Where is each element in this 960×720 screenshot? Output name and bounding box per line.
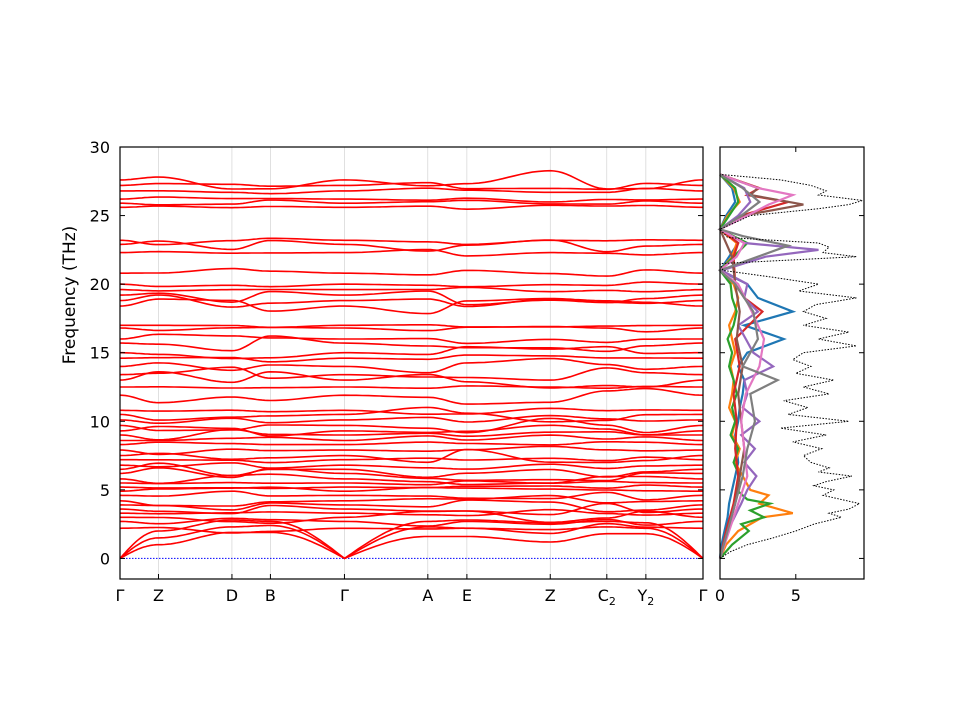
x-tick-label: Z — [545, 586, 556, 605]
optical-branch — [120, 237, 703, 246]
total-dos-curve — [719, 173, 863, 559]
optical-branch — [119, 297, 704, 315]
x-tick-label: D — [226, 586, 238, 605]
x-tick-label: B — [265, 586, 276, 605]
optical-branch — [119, 448, 703, 464]
optical-branch — [120, 286, 704, 293]
optical-branch — [120, 484, 703, 490]
optical-branch — [120, 434, 704, 442]
optical-branch — [120, 335, 703, 353]
optical-branch — [120, 187, 703, 195]
y-axis-label: Frequency (THz) — [60, 226, 80, 365]
optical-branch — [120, 462, 703, 470]
optical-branch — [119, 325, 704, 333]
optical-branch — [119, 417, 704, 434]
partial-dos-curve — [718, 173, 804, 559]
optical-branch — [120, 407, 703, 415]
optical-branch — [120, 385, 703, 389]
optical-branch — [120, 196, 703, 203]
optical-branch — [119, 387, 704, 405]
optical-branch — [120, 267, 704, 277]
optical-branch — [119, 239, 703, 253]
optical-branch — [119, 281, 703, 288]
y-tick-label: 25 — [90, 207, 110, 226]
optical-branch — [119, 294, 703, 308]
y-tick-label: 20 — [90, 275, 110, 294]
x-tick-label: C2 — [598, 586, 616, 608]
optical-branch — [119, 494, 703, 507]
acoustic-branch — [119, 531, 704, 560]
x-tick-label: Γ — [340, 586, 349, 605]
y-tick-label: 10 — [90, 412, 110, 431]
optical-branch — [119, 428, 703, 441]
optical-branch — [120, 502, 703, 516]
optical-branch — [120, 324, 703, 329]
x-tick-label: Γ — [699, 586, 708, 605]
dos-x-tick-label: 0 — [715, 586, 725, 605]
optical-branch — [119, 522, 704, 535]
optical-branch — [119, 424, 703, 437]
band-plot-frame — [119, 146, 704, 580]
optical-branch — [119, 467, 703, 482]
optical-branch — [120, 199, 703, 206]
y-tick-label: 30 — [90, 138, 110, 157]
optical-branch — [120, 499, 704, 513]
optical-branch — [120, 204, 703, 211]
optical-branch — [120, 441, 703, 446]
optical-branch — [120, 357, 704, 374]
partial-dos-curve — [717, 173, 793, 559]
optical-branch — [119, 406, 703, 423]
optical-branch — [119, 333, 703, 345]
x-tick-label: Γ — [116, 586, 125, 605]
optical-branch — [120, 290, 704, 306]
optical-branch — [120, 345, 703, 360]
x-tick-label: A — [422, 586, 433, 605]
optical-branch — [120, 181, 703, 191]
optical-branch — [120, 480, 703, 486]
partial-dos-curve — [718, 173, 789, 559]
optical-branch — [119, 462, 703, 479]
y-tick-label: 5 — [100, 481, 110, 500]
x-tick-label: Y2 — [636, 586, 654, 608]
x-tick-label: Z — [153, 586, 164, 605]
optical-branch — [120, 456, 703, 464]
acoustic-branch — [119, 524, 704, 560]
optical-branch — [119, 490, 704, 501]
optical-branch — [120, 354, 703, 363]
x-tick-label: E — [462, 586, 472, 605]
band-structure-panel: 0 5 10 15 20 25 30 Γ Z D B Γ A E Z C2 Y2 Γ — [90, 138, 708, 608]
optical-branch — [120, 445, 703, 456]
y-tick-label: 15 — [90, 344, 110, 363]
optical-branch — [120, 169, 704, 190]
optical-branch — [120, 248, 703, 257]
y-tick-label: 0 — [100, 549, 110, 568]
optical-branch — [119, 370, 704, 389]
dos-x-tick-label: 5 — [791, 586, 801, 605]
dos-plot-frame — [719, 146, 865, 580]
